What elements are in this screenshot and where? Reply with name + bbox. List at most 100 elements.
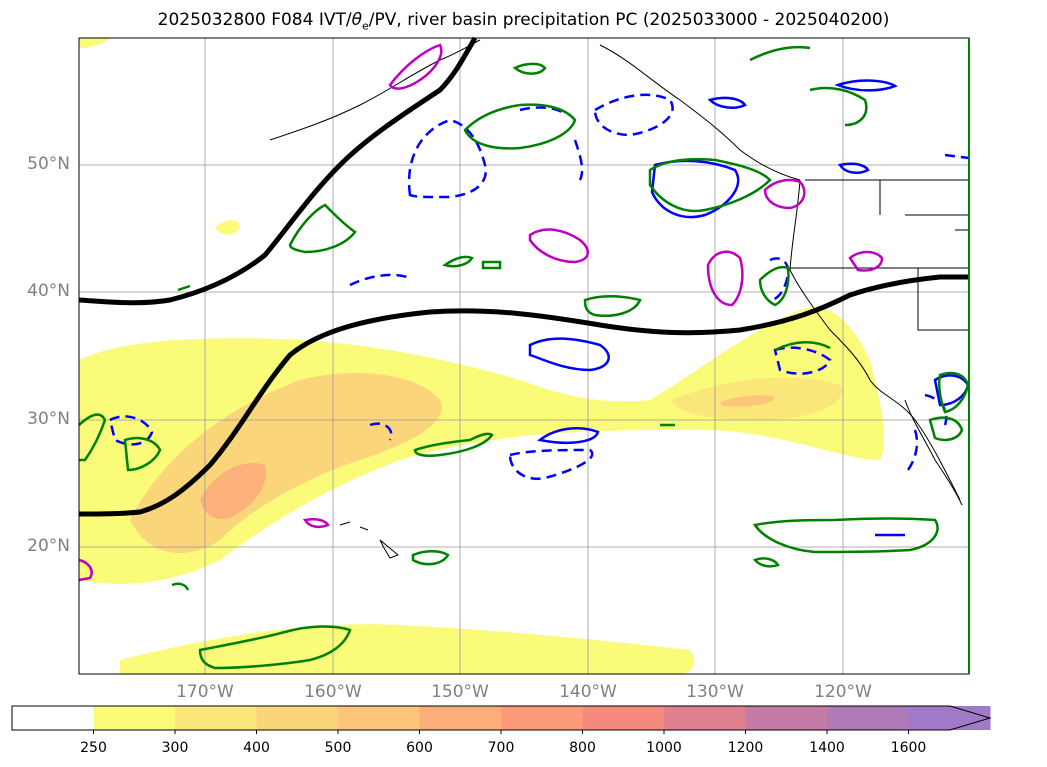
pv-contour-south	[78, 274, 969, 517]
colorbar-swatch	[501, 706, 583, 730]
lon-label-140w: 140°W	[559, 682, 617, 702]
theta-dashed-12	[906, 429, 919, 471]
precip-13	[774, 341, 831, 352]
state-lines	[790, 180, 969, 331]
theta-solid-4	[834, 79, 898, 92]
colorbar-tick-label: 500	[324, 740, 352, 756]
hawaii	[339, 521, 399, 559]
precip-21	[177, 284, 191, 292]
coastlines	[269, 39, 969, 559]
ivt-fill-north	[79, 38, 110, 48]
theta-dashed-9	[769, 257, 790, 302]
precip-10	[198, 625, 352, 670]
magenta-2	[528, 228, 589, 264]
colorbar-swatch	[582, 706, 665, 730]
colorbar-tick-label: 300	[161, 740, 189, 756]
pv-contour-north	[78, 36, 478, 306]
precip-1	[463, 103, 577, 150]
precip-5	[413, 432, 494, 458]
precip-8	[78, 413, 107, 462]
theta-symbol: θ	[351, 10, 362, 30]
colorbar-tick-label: 400	[243, 740, 270, 756]
colorbar	[11, 705, 992, 734]
colorbar-swatch	[93, 706, 176, 730]
colorbar-outline	[11, 705, 992, 731]
colorbar-tick-label: 800	[569, 740, 596, 756]
precip-7	[752, 557, 780, 568]
theta-dashed-13	[944, 153, 970, 160]
precip-11	[411, 550, 450, 566]
theta-subscript: e	[362, 19, 369, 33]
theta-dashed-10	[773, 346, 832, 375]
colorbar-swatch	[664, 706, 746, 730]
chart-title: 2025032800 F084 IVT/θe/PV, river basin p…	[157, 10, 890, 33]
canada-coast	[599, 44, 801, 181]
colorbar-tick-label: 1600	[890, 740, 927, 756]
lat-label-40: 40°N	[27, 281, 70, 301]
theta-dashed-4	[573, 139, 584, 181]
colorbar-swatch	[338, 706, 420, 730]
precip-14	[749, 45, 811, 62]
magenta-7	[78, 558, 93, 582]
theta-dashed-1	[407, 118, 488, 199]
colorbar-tick-label: 1000	[646, 740, 682, 756]
colorbar-swatch	[175, 706, 257, 730]
ivt-fill-high	[200, 463, 266, 520]
graticule	[79, 38, 969, 674]
theta-dashed-3	[593, 93, 674, 137]
precip-20	[481, 260, 502, 270]
pv-contours	[78, 36, 969, 517]
colorbar-tick-label: 250	[80, 740, 107, 756]
theta-solid-contours	[528, 79, 970, 537]
precip-19	[442, 255, 474, 268]
ivt-fill-small	[215, 220, 240, 235]
precip-22	[171, 582, 190, 591]
theta-dashed-8	[369, 422, 393, 441]
colorbar-tick-label: 1400	[809, 740, 845, 756]
magenta-5	[848, 250, 884, 272]
theta-solid-6	[837, 162, 870, 174]
magenta-1	[388, 43, 443, 90]
lon-label-120w: 120°W	[814, 682, 872, 702]
lat-label-20: 20°N	[27, 536, 70, 556]
colorbar-tick-label: 1200	[727, 740, 764, 756]
precip-2	[288, 203, 357, 254]
magenta-4	[763, 178, 806, 210]
theta-solid-2	[528, 337, 610, 372]
lon-label-150w: 150°W	[431, 682, 489, 702]
theta-dashed-7	[108, 415, 154, 446]
magenta-contours	[78, 43, 884, 582]
theta-solid-5	[707, 96, 747, 109]
precip-3	[648, 158, 772, 213]
precip-12	[758, 265, 790, 307]
lon-label-170w: 170°W	[176, 682, 234, 702]
magenta-3	[706, 250, 744, 307]
precip-15	[809, 86, 868, 127]
precip-18	[512, 62, 547, 75]
ivt-fill-low	[79, 307, 885, 584]
lon-label-160w: 160°W	[304, 682, 362, 702]
theta-solid-1	[650, 159, 740, 219]
colorbar-tick-label: 700	[487, 740, 515, 756]
baja	[904, 399, 963, 506]
theta-dashed-6	[508, 448, 594, 481]
lat-label-50: 50°N	[27, 154, 70, 174]
ivt-shading	[79, 38, 885, 674]
lon-label-130w: 130°W	[686, 682, 744, 702]
precip-6	[752, 517, 939, 554]
precip-4	[583, 295, 642, 317]
precip-contours	[78, 45, 970, 670]
theta-dashed-2	[519, 106, 567, 116]
theta-dashed-5	[349, 273, 411, 287]
colorbar-swatch	[256, 706, 339, 730]
colorbar-tick-label: 600	[406, 740, 433, 756]
precip-17	[928, 416, 964, 442]
colorbar-swatch	[419, 706, 502, 730]
colorbar-swatch	[745, 706, 828, 730]
us-west-coast	[789, 179, 961, 501]
precip-9	[123, 436, 162, 472]
magenta-6	[302, 517, 330, 529]
ivt-fill-high-east	[720, 395, 775, 407]
theta-solid-3	[537, 427, 600, 445]
